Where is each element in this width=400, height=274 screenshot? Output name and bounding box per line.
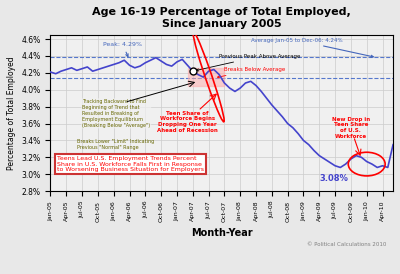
Text: New Drop in
Teen Share
of U.S.
Workforce: New Drop in Teen Share of U.S. Workforce [332, 116, 370, 139]
Text: Teens Lead U.S. Employment Trends Percent
Share in U.S. Workforce Falls First in: Teens Lead U.S. Employment Trends Percen… [57, 156, 204, 172]
Y-axis label: Percentage of Total Employed: Percentage of Total Employed [7, 56, 16, 170]
Text: Previous Peak Above Average: Previous Peak Above Average [196, 54, 300, 71]
Text: Tracking Backward to Find
Beginning of Trend that
Resulted in Breaking of
Employ: Tracking Backward to Find Beginning of T… [82, 99, 150, 127]
Text: Teen Share of
Workforce Begins
Dropping One Year
Ahead of Recession: Teen Share of Workforce Begins Dropping … [157, 111, 218, 133]
Text: Peak: 4.29%: Peak: 4.29% [103, 42, 142, 56]
Title: Age 16-19 Percentage of Total Employed,
Since January 2005: Age 16-19 Percentage of Total Employed, … [92, 7, 351, 28]
Text: Breaks Below Average: Breaks Below Average [218, 67, 286, 78]
X-axis label: Month-Year: Month-Year [191, 227, 252, 238]
Text: © Political Calculations 2010: © Political Calculations 2010 [307, 242, 386, 247]
Text: 3.08%: 3.08% [319, 174, 348, 183]
Text: Average Jan-05 to Dec-06: 4.24%: Average Jan-05 to Dec-06: 4.24% [251, 38, 373, 58]
Text: Breaks Lower "Limit" Indicating
Previous "Normal" Range: Breaks Lower "Limit" Indicating Previous… [77, 139, 154, 150]
